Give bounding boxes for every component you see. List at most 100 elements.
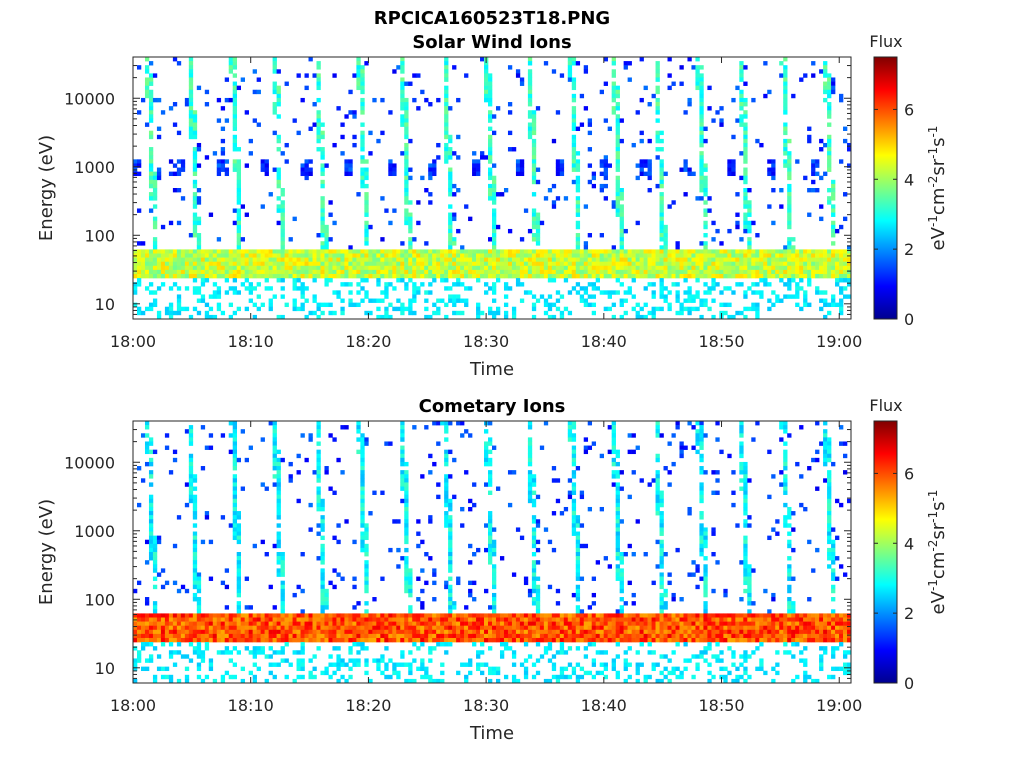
heatmap-cell: [232, 106, 238, 111]
heatmap-cell: [404, 527, 409, 532]
heatmap-cell: [192, 134, 198, 140]
heatmap-cell: [360, 102, 365, 107]
heatmap-cell: [388, 253, 393, 258]
heatmap-cell: [571, 110, 577, 115]
x-tick-label: 18:50: [698, 332, 744, 351]
heatmap-cell: [300, 662, 305, 667]
heatmap-cell: [324, 302, 329, 308]
heatmap-cell: [448, 245, 453, 250]
heatmap-cell: [280, 605, 285, 610]
heatmap-cell: [476, 547, 481, 553]
heatmap-cell: [272, 613, 277, 618]
heatmap-cell: [448, 601, 453, 606]
heatmap-cell: [320, 609, 325, 614]
heatmap-cell: [316, 97, 321, 103]
heatmap-cell: [484, 261, 489, 267]
heatmap-cell: [400, 102, 405, 107]
heatmap-cell: [723, 257, 728, 262]
heatmap-cell: [408, 167, 413, 172]
heatmap-cell: [595, 257, 600, 262]
heatmap-cell: [192, 196, 198, 201]
heatmap-cell: [136, 633, 142, 639]
heatmap-cell: [136, 621, 142, 626]
heatmap-cell: [408, 261, 413, 267]
heatmap-cell: [731, 134, 736, 140]
heatmap-cell: [599, 290, 604, 295]
heatmap-cell: [783, 77, 788, 82]
heatmap-cell: [276, 629, 281, 635]
heatmap-cell: [627, 253, 632, 258]
heatmap-cell: [699, 106, 704, 111]
heatmap-cell: [296, 613, 301, 618]
heatmap-cell: [176, 642, 182, 647]
x-tick-label: 18:40: [581, 332, 627, 351]
heatmap-cell: [535, 167, 541, 172]
heatmap-cell: [647, 175, 652, 181]
heatmap-cell: [460, 310, 465, 316]
heatmap-cell: [136, 269, 142, 275]
heatmap-cell: [659, 265, 664, 271]
heatmap-cell: [156, 629, 162, 635]
heatmap-cell: [156, 97, 162, 103]
heatmap-cell: [320, 629, 325, 635]
heatmap-cell: [340, 265, 345, 271]
heatmap-cell: [535, 253, 541, 258]
heatmap-cell: [643, 273, 648, 279]
heatmap-cell: [703, 253, 708, 258]
heatmap-cell: [444, 69, 449, 74]
heatmap-cell: [464, 617, 469, 622]
heatmap-cell: [492, 175, 497, 181]
heatmap-cell: [348, 646, 353, 651]
heatmap-cell: [300, 650, 305, 655]
heatmap-cell: [304, 249, 309, 254]
heatmap-cell: [619, 212, 624, 217]
heatmap-cell: [240, 282, 245, 287]
heatmap-cell: [308, 613, 313, 618]
heatmap-cell: [655, 253, 660, 258]
heatmap-cell: [831, 228, 836, 234]
heatmap-cell: [535, 257, 541, 262]
heatmap-cell: [535, 584, 541, 590]
heatmap-cell: [452, 601, 457, 606]
heatmap-cell: [276, 474, 281, 479]
heatmap-cell: [308, 674, 313, 680]
heatmap-cell: [404, 282, 409, 287]
heatmap-cell: [531, 576, 537, 581]
heatmap-cell: [707, 269, 712, 275]
heatmap-cell: [707, 286, 712, 291]
heatmap-cell: [807, 249, 812, 254]
heatmap-cell: [316, 73, 321, 78]
heatmap-cell: [703, 269, 708, 275]
heatmap-cell: [448, 204, 453, 209]
heatmap-cell: [515, 249, 521, 254]
heatmap-cell: [531, 151, 537, 156]
heatmap-cell: [148, 106, 154, 111]
heatmap-cell: [611, 73, 616, 78]
heatmap-cell: [344, 257, 349, 262]
heatmap-cell: [152, 535, 158, 541]
heatmap-cell: [148, 130, 154, 136]
heatmap-cell: [571, 163, 577, 168]
heatmap-cell: [384, 290, 389, 295]
heatmap-cell: [324, 249, 329, 254]
heatmap-cell: [133, 290, 138, 295]
heatmap-cell: [336, 539, 341, 545]
heatmap-cell: [348, 89, 353, 95]
heatmap-cell: [140, 621, 146, 626]
heatmap-cell: [264, 269, 269, 275]
heatmap-cell: [360, 539, 365, 545]
heatmap-cell: [144, 441, 150, 446]
heatmap-cell: [436, 621, 441, 626]
heatmap-cell: [416, 576, 421, 581]
heatmap-cell: [823, 253, 828, 258]
heatmap-cell: [623, 273, 628, 279]
heatmap-cell: [300, 253, 305, 258]
heatmap-cell: [400, 310, 405, 316]
heatmap-cell: [292, 278, 297, 283]
heatmap-cell: [360, 453, 365, 459]
heatmap-cell: [236, 265, 241, 271]
heatmap-cell: [424, 273, 429, 279]
heatmap-cell: [232, 278, 238, 283]
heatmap-cell: [316, 613, 321, 618]
heatmap-cell: [488, 253, 493, 258]
